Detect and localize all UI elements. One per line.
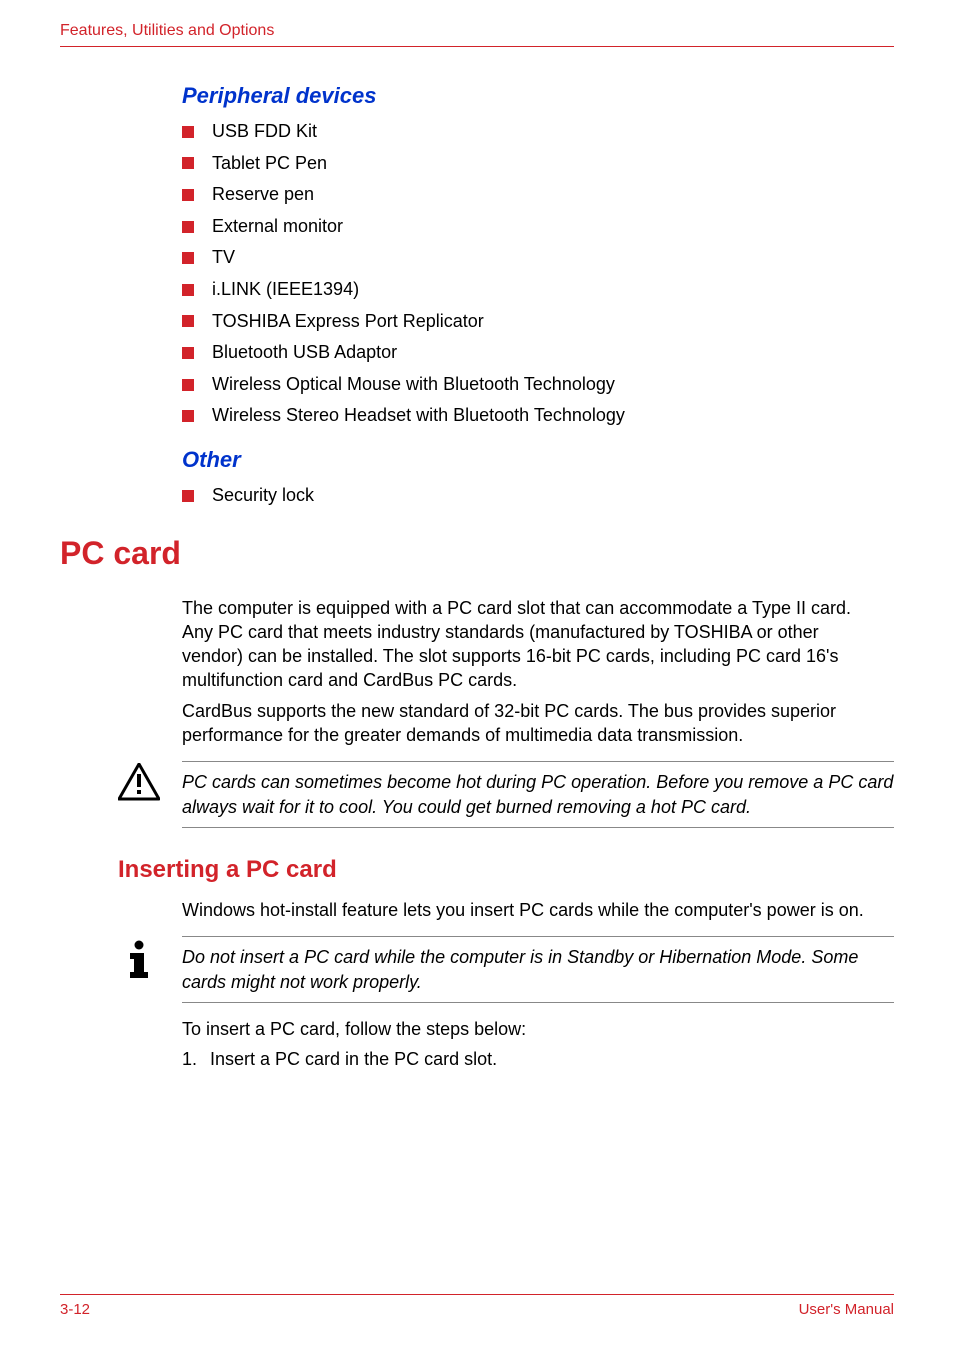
list-item: TV xyxy=(182,247,894,269)
bullet-icon xyxy=(182,221,194,233)
list-item: USB FDD Kit xyxy=(182,121,894,143)
list-item: Security lock xyxy=(182,485,894,507)
inserting-para1: Windows hot-install feature lets you ins… xyxy=(182,898,894,922)
bullet-icon xyxy=(182,126,194,138)
other-list: Security lock xyxy=(182,485,894,507)
list-item-label: TOSHIBA Express Port Replicator xyxy=(212,311,484,333)
peripheral-list: USB FDD Kit Tablet PC Pen Reserve pen Ex… xyxy=(182,121,894,427)
list-item: Wireless Stereo Headset with Bluetooth T… xyxy=(182,405,894,427)
list-item: Reserve pen xyxy=(182,184,894,206)
step-text: Insert a PC card in the PC card slot. xyxy=(210,1047,497,1071)
bullet-icon xyxy=(182,347,194,359)
list-item: Wireless Optical Mouse with Bluetooth Te… xyxy=(182,374,894,396)
footer-manual-label: User's Manual xyxy=(799,1301,894,1318)
warning-callout: PC cards can sometimes become hot during… xyxy=(118,761,894,828)
list-item-label: External monitor xyxy=(212,216,343,238)
bullet-icon xyxy=(182,284,194,296)
list-item-label: USB FDD Kit xyxy=(212,121,317,143)
peripheral-heading: Peripheral devices xyxy=(182,83,894,109)
list-item-label: Wireless Optical Mouse with Bluetooth Te… xyxy=(212,374,615,396)
info-text: Do not insert a PC card while the comput… xyxy=(182,936,894,1003)
list-item-label: Wireless Stereo Headset with Bluetooth T… xyxy=(212,405,625,427)
bullet-icon xyxy=(182,157,194,169)
pccard-heading: PC card xyxy=(60,535,894,572)
bullet-icon xyxy=(182,189,194,201)
inserting-heading: Inserting a PC card xyxy=(118,856,894,884)
list-item-label: Reserve pen xyxy=(212,184,314,206)
bullet-icon xyxy=(182,252,194,264)
list-item: TOSHIBA Express Port Replicator xyxy=(182,311,894,333)
list-item: i.LINK (IEEE1394) xyxy=(182,279,894,301)
pccard-para2: CardBus supports the new standard of 32-… xyxy=(182,699,894,748)
info-icon xyxy=(118,938,160,980)
bullet-icon xyxy=(182,410,194,422)
page-header: Features, Utilities and Options xyxy=(60,22,894,47)
list-item-label: Tablet PC Pen xyxy=(212,153,327,175)
warning-icon xyxy=(118,763,160,801)
bullet-icon xyxy=(182,315,194,327)
step-number: 1. xyxy=(182,1047,210,1071)
step-item: 1. Insert a PC card in the PC card slot. xyxy=(182,1047,894,1071)
warning-text: PC cards can sometimes become hot during… xyxy=(182,761,894,828)
pccard-para1: The computer is equipped with a PC card … xyxy=(182,596,894,693)
list-item: Tablet PC Pen xyxy=(182,153,894,175)
bullet-icon xyxy=(182,379,194,391)
list-item-label: i.LINK (IEEE1394) xyxy=(212,279,359,301)
inserting-para2: To insert a PC card, follow the steps be… xyxy=(182,1017,894,1041)
other-heading: Other xyxy=(182,447,894,473)
page-footer: 3-12 User's Manual xyxy=(60,1294,894,1318)
list-item-label: TV xyxy=(212,247,235,269)
list-item: Bluetooth USB Adaptor xyxy=(182,342,894,364)
bullet-icon xyxy=(182,490,194,502)
info-callout: Do not insert a PC card while the comput… xyxy=(118,936,894,1003)
footer-page-number: 3-12 xyxy=(60,1301,90,1318)
list-item-label: Security lock xyxy=(212,485,314,507)
list-item-label: Bluetooth USB Adaptor xyxy=(212,342,397,364)
list-item: External monitor xyxy=(182,216,894,238)
